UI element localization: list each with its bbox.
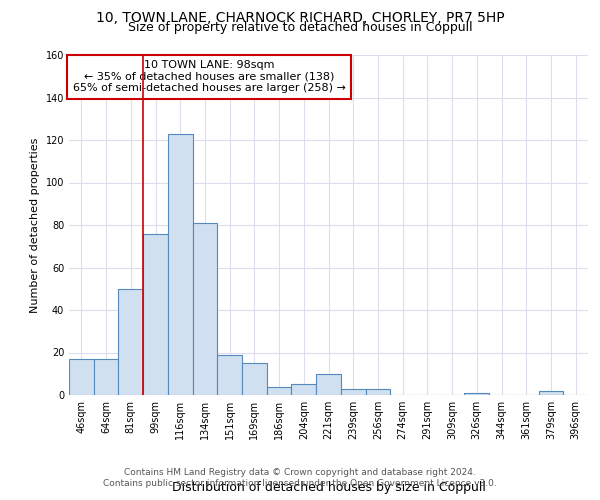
Bar xyxy=(242,363,267,395)
Bar xyxy=(118,289,143,395)
Bar xyxy=(217,354,242,395)
Bar xyxy=(168,134,193,395)
Bar xyxy=(143,234,168,395)
Bar xyxy=(292,384,316,395)
Text: Size of property relative to detached houses in Coppull: Size of property relative to detached ho… xyxy=(128,21,472,34)
Bar xyxy=(464,393,489,395)
Bar xyxy=(94,359,118,395)
Bar xyxy=(69,359,94,395)
Bar xyxy=(267,386,292,395)
Text: 10, TOWN LANE, CHARNOCK RICHARD, CHORLEY, PR7 5HP: 10, TOWN LANE, CHARNOCK RICHARD, CHORLEY… xyxy=(95,11,505,25)
Text: 10 TOWN LANE: 98sqm
← 35% of detached houses are smaller (138)
65% of semi-detac: 10 TOWN LANE: 98sqm ← 35% of detached ho… xyxy=(73,60,346,94)
Bar xyxy=(316,374,341,395)
Y-axis label: Number of detached properties: Number of detached properties xyxy=(30,138,40,312)
X-axis label: Distribution of detached houses by size in Coppull: Distribution of detached houses by size … xyxy=(172,481,485,494)
Text: Contains HM Land Registry data © Crown copyright and database right 2024.
Contai: Contains HM Land Registry data © Crown c… xyxy=(103,468,497,487)
Bar xyxy=(539,391,563,395)
Bar xyxy=(365,388,390,395)
Bar xyxy=(193,223,217,395)
Bar xyxy=(341,388,365,395)
